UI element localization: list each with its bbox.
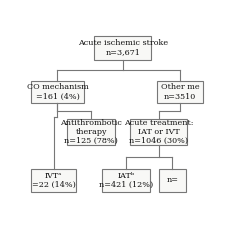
Text: CO mechanism
=161 (4%): CO mechanism =161 (4%): [27, 83, 88, 101]
FancyBboxPatch shape: [158, 81, 202, 103]
FancyBboxPatch shape: [67, 119, 115, 145]
Text: Acute ischemic stroke
n=3,671: Acute ischemic stroke n=3,671: [78, 39, 168, 56]
Text: IATᵇ
n=421 (12%): IATᵇ n=421 (12%): [99, 172, 153, 189]
Text: Other me
n=3510: Other me n=3510: [161, 83, 199, 101]
FancyBboxPatch shape: [94, 36, 151, 60]
FancyBboxPatch shape: [31, 81, 84, 103]
Text: Acute treatment:
IAT or IVT
n=1046 (30%): Acute treatment: IAT or IVT n=1046 (30%): [124, 119, 194, 145]
Text: IVTᵃ
=22 (14%): IVTᵃ =22 (14%): [32, 172, 76, 189]
FancyBboxPatch shape: [31, 169, 76, 192]
FancyBboxPatch shape: [159, 169, 186, 192]
Text: Antithrombotic
therapy
n=125 (78%): Antithrombotic therapy n=125 (78%): [60, 119, 122, 145]
FancyBboxPatch shape: [130, 119, 187, 145]
Text: n=: n=: [166, 176, 178, 184]
FancyBboxPatch shape: [102, 169, 150, 192]
